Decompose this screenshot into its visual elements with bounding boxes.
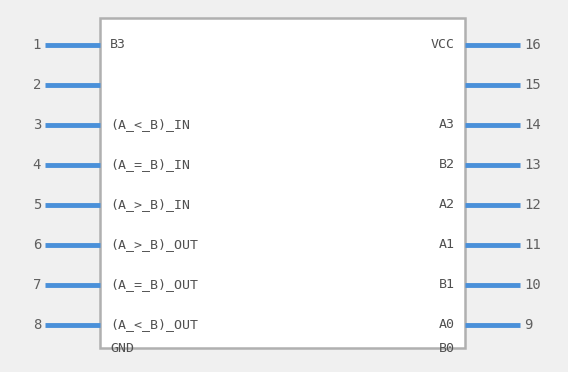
Text: 15: 15: [524, 78, 541, 92]
Text: 1: 1: [32, 38, 41, 52]
Text: 3: 3: [32, 118, 41, 132]
Bar: [100, 18, 465, 348]
Text: 16: 16: [524, 38, 541, 52]
Text: 9: 9: [524, 318, 532, 332]
Text: VCC: VCC: [431, 38, 455, 51]
Text: B2: B2: [439, 158, 455, 171]
Text: 10: 10: [524, 278, 541, 292]
Text: 5: 5: [32, 198, 41, 212]
Text: (A_<_B)_OUT: (A_<_B)_OUT: [110, 318, 198, 331]
Text: 2: 2: [32, 78, 41, 92]
Text: GND: GND: [110, 341, 134, 355]
Text: 7: 7: [32, 278, 41, 292]
Text: A3: A3: [439, 119, 455, 131]
Text: 4: 4: [32, 158, 41, 172]
Text: B3: B3: [110, 38, 126, 51]
Text: 8: 8: [32, 318, 41, 332]
Text: 13: 13: [524, 158, 541, 172]
Text: 11: 11: [524, 238, 541, 252]
Text: A2: A2: [439, 199, 455, 212]
Text: A0: A0: [439, 318, 455, 331]
Text: 12: 12: [524, 198, 541, 212]
Text: (A_=_B)_OUT: (A_=_B)_OUT: [110, 279, 198, 292]
Text: (A_<_B)_IN: (A_<_B)_IN: [110, 119, 190, 131]
Text: A1: A1: [439, 238, 455, 251]
Text: B1: B1: [439, 279, 455, 292]
Text: (A_=_B)_IN: (A_=_B)_IN: [110, 158, 190, 171]
Text: 14: 14: [524, 118, 541, 132]
Text: 6: 6: [32, 238, 41, 252]
Text: B0: B0: [439, 341, 455, 355]
Text: (A_>_B)_OUT: (A_>_B)_OUT: [110, 238, 198, 251]
Text: (A_>_B)_IN: (A_>_B)_IN: [110, 199, 190, 212]
